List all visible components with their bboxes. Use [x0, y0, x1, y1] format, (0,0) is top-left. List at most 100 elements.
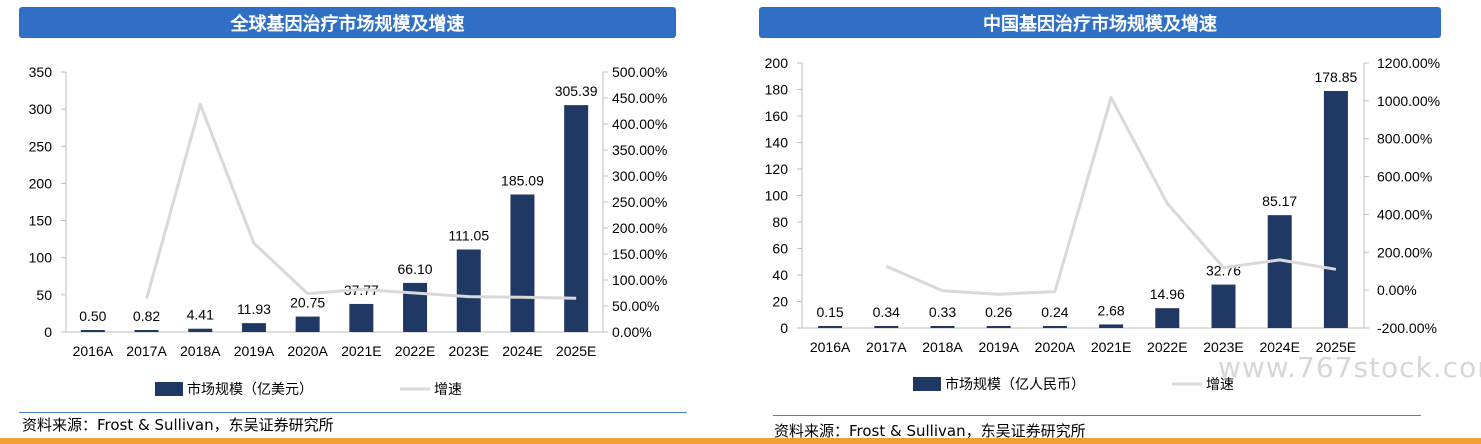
- right-axis-tick-label: 150.00%: [612, 246, 667, 262]
- bar: [80, 330, 105, 332]
- left-axis-tick-label: 300: [29, 101, 53, 117]
- china-chart: 0 20 40 60 80 100 120 140 160 180 200 -200.00% 0.00%…: [765, 55, 1440, 393]
- bar: [349, 303, 374, 332]
- category-label: 2025E: [556, 343, 596, 359]
- right-axis-tick-label: 50.00%: [612, 298, 659, 314]
- right-axis-tick-label: 250.00%: [612, 194, 667, 210]
- bar-value-label: 11.93: [237, 301, 271, 317]
- category-label: 2021E: [1091, 339, 1131, 355]
- right-axis-tick-label: 350.00%: [612, 142, 667, 158]
- bar-value-label: 14.96: [1150, 286, 1185, 302]
- bar: [188, 328, 213, 332]
- left-axis-tick-label: 180: [765, 82, 789, 98]
- bar: [403, 282, 428, 332]
- bar: [456, 249, 481, 332]
- left-axis-tick-label: 0: [44, 324, 52, 340]
- bar: [930, 326, 955, 328]
- right-axis-tick-label: 600.00%: [1377, 169, 1432, 185]
- bar-value-label: 305.39: [555, 83, 598, 99]
- right-axis-tick-label: 200.00%: [612, 220, 667, 236]
- bar-value-label: 20.75: [290, 295, 325, 311]
- right-axis-tick-label: 0.00%: [1377, 282, 1417, 298]
- bar-value-label: 0.15: [816, 304, 843, 320]
- right-axis-tick-label: -200.00%: [1377, 320, 1437, 336]
- bar-value-label: 0.34: [873, 304, 900, 320]
- right-axis-tick-label: 200.00%: [1377, 244, 1432, 260]
- bar: [134, 330, 159, 332]
- category-label: 2024E: [502, 343, 542, 359]
- left-axis-tick-label: 20: [772, 294, 788, 310]
- legend-line-label: 增速: [434, 382, 462, 398]
- bar: [564, 105, 589, 332]
- bar-value-label: 66.10: [398, 261, 433, 277]
- category-label: 2023E: [1203, 339, 1243, 355]
- category-label: 2021E: [341, 343, 381, 359]
- bar-value-label: 0.82: [133, 308, 160, 324]
- bar: [1267, 215, 1292, 328]
- category-label: 2020A: [1035, 339, 1076, 355]
- left-axis-tick-label: 140: [765, 135, 789, 151]
- left-axis-tick-label: 60: [772, 241, 788, 257]
- watermark: www.767stock.com: [1218, 351, 1481, 384]
- left-axis-tick-label: 160: [765, 108, 789, 124]
- category-label: 2024E: [1259, 339, 1299, 355]
- bar: [1099, 324, 1124, 328]
- category-label: 2018A: [180, 343, 221, 359]
- left-axis-tick-label: 200: [765, 55, 789, 71]
- left-axis-tick-label: 120: [765, 161, 789, 177]
- right-axis-tick-label: 400.00%: [612, 116, 667, 132]
- bar: [1323, 91, 1348, 329]
- right-axis-tick-label: 1200.00%: [1377, 55, 1440, 71]
- bar-value-label: 4.41: [187, 307, 214, 323]
- left-axis-tick-label: 50: [36, 287, 52, 303]
- legend-bar-swatch: [155, 382, 183, 396]
- right-axis-tick-label: 500.00%: [612, 64, 667, 80]
- global-chart: 0 50 100 150 200 250 300 350 0.00% 50.00% 100.00% 1…: [29, 64, 668, 398]
- bar-value-label: 185.09: [501, 173, 544, 189]
- chart-title: 中国基因治疗市场规模及增速: [759, 7, 1441, 38]
- left-axis-tick-label: 80: [772, 214, 788, 230]
- legend-bar-label: 市场规模（亿美元）: [187, 381, 313, 398]
- right-axis-tick-label: 100.00%: [612, 272, 667, 288]
- source-note: 资料来源：Frost & Sullivan，东吴证券研究所: [774, 422, 1086, 440]
- chart-title: 全球基因治疗市场规模及增速: [19, 7, 676, 38]
- growth-line: [885, 96, 1337, 296]
- bar: [1211, 284, 1236, 328]
- left-axis-tick-label: 100: [29, 250, 53, 266]
- bar-value-label: 0.33: [929, 304, 956, 320]
- china-chart-panel: 中国基因治疗市场规模及增速 0 20 40 60 80 100 120 140 160 180 20…: [740, 0, 1481, 444]
- category-label: 2019A: [234, 343, 275, 359]
- category-label: 2016A: [810, 339, 851, 355]
- source-divider: [773, 415, 1421, 416]
- category-label: 2022E: [1147, 339, 1187, 355]
- left-axis-tick-label: 150: [29, 213, 53, 229]
- right-axis-tick-label: 800.00%: [1377, 131, 1432, 147]
- bar: [295, 316, 320, 332]
- right-axis-tick-label: 300.00%: [612, 168, 667, 184]
- bar: [986, 326, 1011, 328]
- left-axis-tick-label: 350: [29, 64, 53, 80]
- left-axis-tick-label: 100: [765, 188, 789, 204]
- bar-value-label: 0.24: [1041, 304, 1068, 320]
- bar-value-label: 85.17: [1262, 193, 1297, 209]
- left-axis-tick-label: 40: [772, 267, 788, 283]
- category-label: 2023E: [449, 343, 489, 359]
- bar-value-label: 111.05: [448, 228, 489, 244]
- global-chart-panel: 全球基因治疗市场规模及增速 0 50 100 150 200 250 300 350 0.00%…: [0, 0, 740, 444]
- category-label: 2018A: [922, 339, 963, 355]
- bar-value-label: 2.68: [1097, 302, 1124, 318]
- bar-value-label: 0.26: [985, 304, 1012, 320]
- category-label: 2019A: [978, 339, 1019, 355]
- bar-value-label: 178.85: [1314, 69, 1357, 85]
- category-label: 2020A: [287, 343, 328, 359]
- bar: [1042, 326, 1067, 328]
- source-note: 资料来源：Frost & Sullivan，东吴证券研究所: [22, 416, 334, 434]
- growth-line: [145, 102, 577, 300]
- right-axis-tick-label: 1000.00%: [1377, 93, 1440, 109]
- category-label: 2017A: [126, 343, 167, 359]
- source-divider: [19, 412, 687, 413]
- bar: [241, 323, 266, 332]
- bar: [818, 326, 843, 328]
- bar-value-label: 0.50: [79, 308, 106, 324]
- bottom-accent-line: [0, 438, 1481, 444]
